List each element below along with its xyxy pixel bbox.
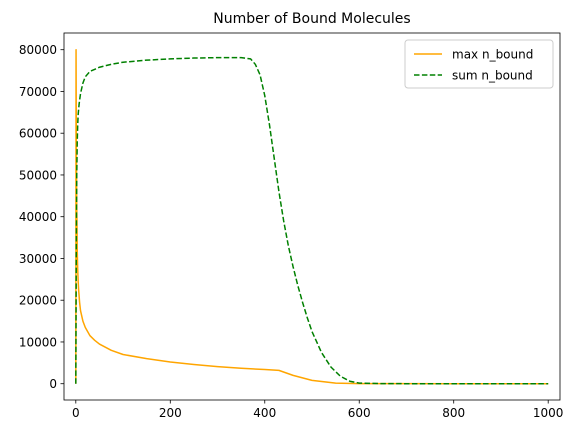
y-tick-label: 50000: [19, 168, 57, 182]
y-tick-label: 70000: [19, 85, 57, 99]
series-line-sum-n-bound: [75, 56, 549, 385]
x-tick-label: 600: [348, 406, 371, 420]
legend-label: max n_bound: [452, 48, 533, 62]
chart-title: Number of Bound Molecules: [213, 11, 410, 27]
x-tick-label: 400: [253, 406, 276, 420]
y-tick-label: 30000: [19, 252, 57, 266]
series-line-max-n-bound: [75, 48, 549, 385]
y-tick-label: 0: [49, 377, 57, 391]
y-tick-label: 10000: [19, 335, 57, 349]
series-layer: [75, 48, 549, 385]
y-axis: 0 10000 20000 30000 40000 50000 60000 70000 8000…: [19, 43, 64, 391]
x-tick-label: 1000: [533, 406, 564, 420]
x-tick-label: 800: [442, 406, 465, 420]
x-tick-label: 200: [159, 406, 182, 420]
y-tick-label: 40000: [19, 210, 57, 224]
x-axis: 0 200 400 600 800 1000: [72, 400, 563, 420]
legend-label: sum n_bound: [452, 69, 533, 83]
y-tick-label: 80000: [19, 43, 57, 57]
legend-box: [404, 39, 554, 89]
y-tick-label: 20000: [19, 294, 57, 308]
x-tick-label: 0: [72, 406, 80, 420]
y-tick-label: 60000: [19, 127, 57, 141]
